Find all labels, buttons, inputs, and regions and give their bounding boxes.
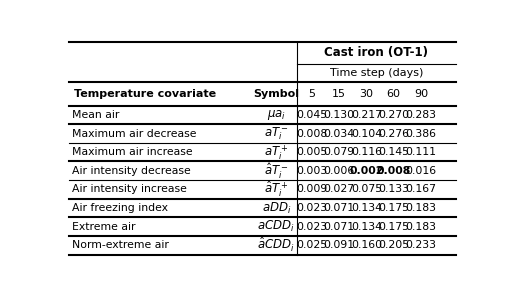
Text: 0.270: 0.270: [378, 110, 409, 120]
Text: 0.134: 0.134: [351, 222, 382, 232]
Text: Air intensity decrease: Air intensity decrease: [72, 166, 190, 176]
Text: $aCDD_i$: $aCDD_i$: [258, 219, 295, 234]
Text: $\hat{a}T_i^+$: $\hat{a}T_i^+$: [264, 180, 289, 199]
Text: 0.023: 0.023: [296, 203, 328, 213]
Text: 0.130: 0.130: [324, 110, 354, 120]
Text: 0.386: 0.386: [406, 129, 437, 139]
Text: Maximum air increase: Maximum air increase: [72, 147, 193, 157]
Text: 0.160: 0.160: [351, 240, 382, 250]
Text: 0.006: 0.006: [324, 166, 355, 176]
Text: 0.283: 0.283: [406, 110, 437, 120]
Text: 0.045: 0.045: [296, 110, 328, 120]
Text: Maximum air decrease: Maximum air decrease: [72, 129, 197, 139]
Text: 0.183: 0.183: [406, 222, 437, 232]
Text: 90: 90: [414, 89, 428, 99]
Text: 0.005: 0.005: [296, 147, 328, 157]
Text: Air freezing index: Air freezing index: [72, 203, 168, 213]
Text: 15: 15: [332, 89, 346, 99]
Text: 60: 60: [387, 89, 401, 99]
Text: $\mu a_i$: $\mu a_i$: [267, 108, 286, 122]
Text: 0.025: 0.025: [296, 240, 328, 250]
Text: 5: 5: [309, 89, 315, 99]
Text: $\hat{a}CDD_i$: $\hat{a}CDD_i$: [258, 236, 295, 254]
Text: Extreme air: Extreme air: [72, 222, 136, 232]
Text: 0.016: 0.016: [406, 166, 437, 176]
Text: 0.134: 0.134: [351, 203, 382, 213]
Text: 0.205: 0.205: [378, 240, 409, 250]
Text: 0.133: 0.133: [378, 184, 409, 194]
Text: 0.008: 0.008: [377, 166, 411, 176]
Text: $aT_i^-$: $aT_i^-$: [264, 125, 289, 142]
Text: Time step (days): Time step (days): [330, 68, 423, 78]
Text: 0.008: 0.008: [296, 129, 328, 139]
Text: 0.034: 0.034: [324, 129, 354, 139]
Text: 0.183: 0.183: [406, 203, 437, 213]
Text: 0.111: 0.111: [406, 147, 437, 157]
Text: Symbol: Symbol: [253, 89, 300, 99]
Text: Norm-extreme air: Norm-extreme air: [72, 240, 169, 250]
Text: Mean air: Mean air: [72, 110, 119, 120]
Text: 0.027: 0.027: [324, 184, 354, 194]
Text: 0.002: 0.002: [349, 166, 383, 176]
Text: 0.167: 0.167: [406, 184, 437, 194]
Text: 0.091: 0.091: [324, 240, 354, 250]
Text: Air intensity increase: Air intensity increase: [72, 184, 187, 194]
Text: 0.116: 0.116: [351, 147, 382, 157]
Text: 0.079: 0.079: [324, 147, 354, 157]
Text: $aDD_i$: $aDD_i$: [262, 200, 291, 216]
Text: 0.009: 0.009: [296, 184, 328, 194]
Text: $\hat{a}T_i^-$: $\hat{a}T_i^-$: [264, 161, 289, 180]
Text: 0.003: 0.003: [296, 166, 328, 176]
Text: 0.145: 0.145: [378, 147, 409, 157]
Text: 0.104: 0.104: [351, 129, 382, 139]
Text: 0.071: 0.071: [324, 222, 354, 232]
Text: 0.023: 0.023: [296, 222, 328, 232]
Text: Temperature covariate: Temperature covariate: [74, 89, 216, 99]
Text: 0.075: 0.075: [351, 184, 382, 194]
Text: 0.175: 0.175: [378, 222, 409, 232]
Text: 0.071: 0.071: [324, 203, 354, 213]
Text: 0.276: 0.276: [378, 129, 409, 139]
Text: Cast iron (OT-1): Cast iron (OT-1): [325, 46, 429, 59]
Text: 0.175: 0.175: [378, 203, 409, 213]
Text: $aT_i^+$: $aT_i^+$: [264, 143, 289, 162]
Text: 0.217: 0.217: [351, 110, 382, 120]
Text: 30: 30: [359, 89, 373, 99]
Text: 0.233: 0.233: [406, 240, 437, 250]
